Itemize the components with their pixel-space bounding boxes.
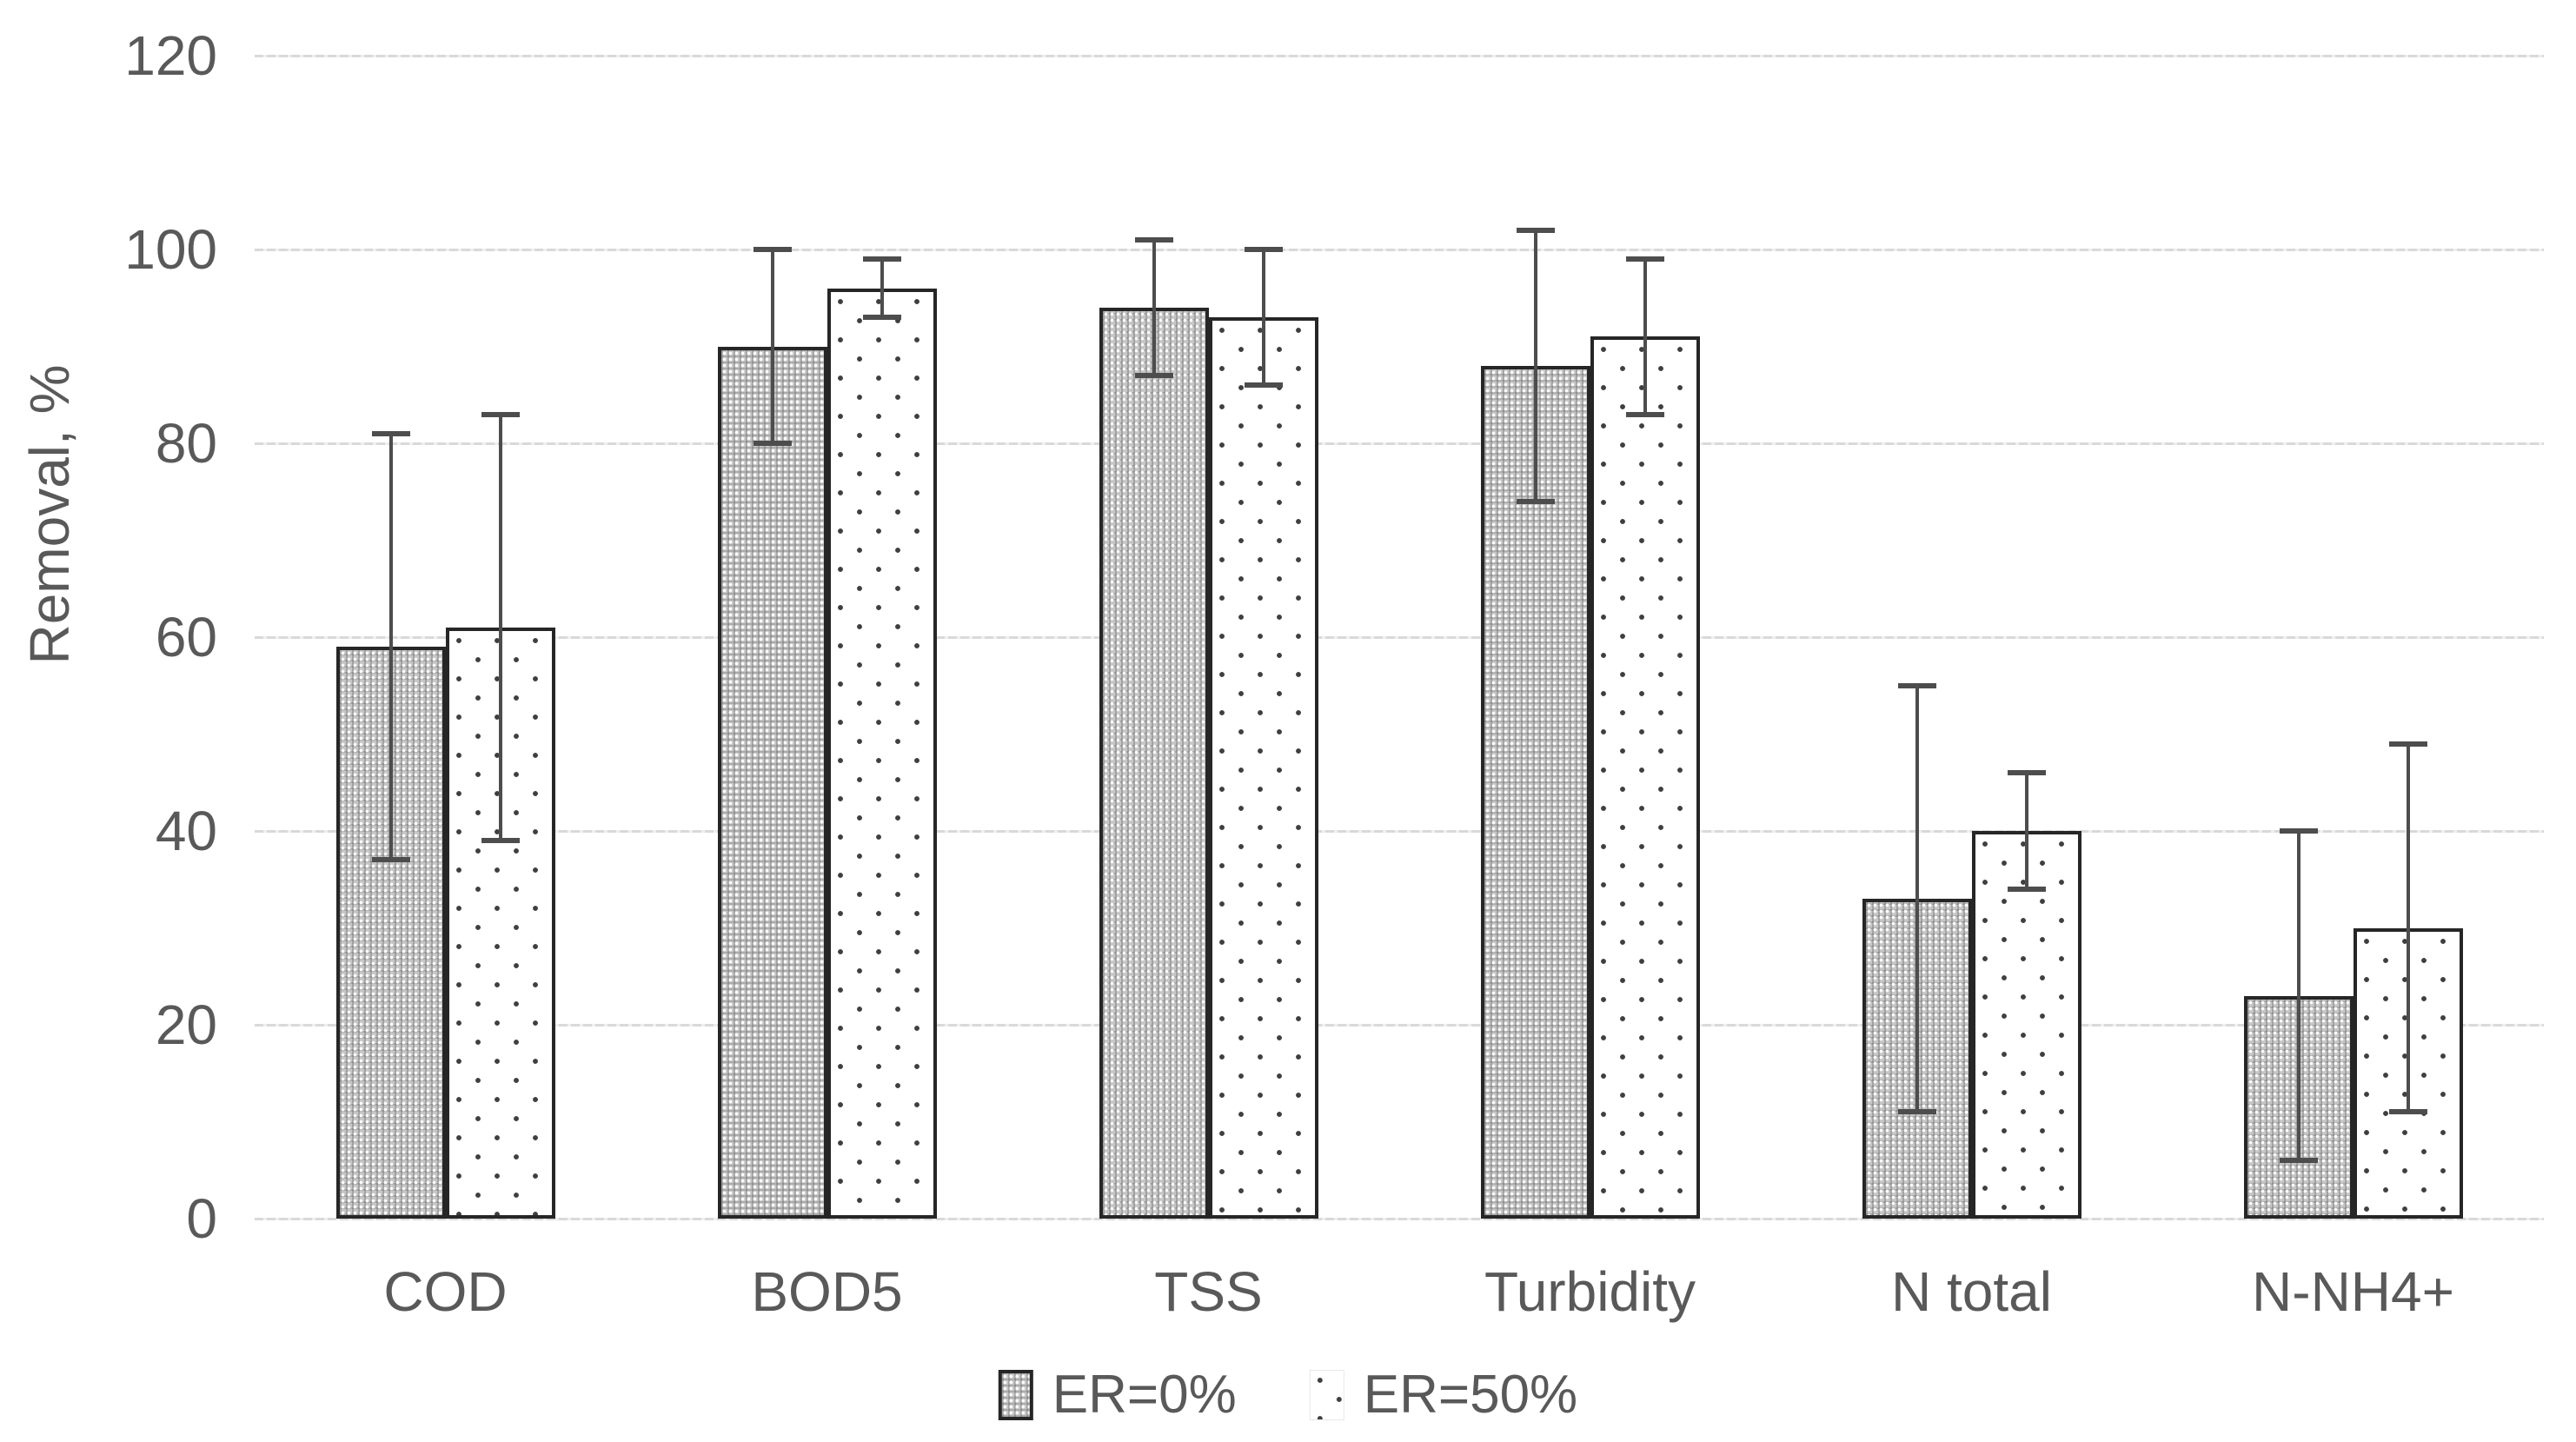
x-category-label-Turbidity: Turbidity xyxy=(1484,1260,1696,1323)
x-category-label-COD: COD xyxy=(383,1260,508,1323)
error-cap-top-ER=50%-N total xyxy=(2007,770,2046,776)
y-tick-label: 60 xyxy=(155,606,217,668)
error-bar-ER=0%-N-NH4+ xyxy=(2296,831,2300,1161)
legend-swatch-gray-weave-icon xyxy=(998,1370,1033,1420)
legend-label: ER=50% xyxy=(1363,1365,1578,1425)
error-bar-ER=0%-BOD5 xyxy=(770,249,774,443)
bar-ER=0%-BOD5 xyxy=(717,346,827,1219)
error-cap-top-ER=50%-N-NH4+ xyxy=(2388,741,2427,747)
y-axis-title: Removal, % xyxy=(18,364,81,665)
bar-ER=50%-Turbidity xyxy=(1590,336,1700,1219)
error-cap-bottom-ER=50%-TSS xyxy=(1244,382,1283,389)
y-tick-label: 20 xyxy=(155,993,217,1056)
error-cap-top-ER=50%-TSS xyxy=(1244,247,1283,252)
gridline-80 xyxy=(255,442,2544,445)
error-cap-bottom-ER=0%-BOD5 xyxy=(753,441,792,446)
y-tick-label: 80 xyxy=(155,412,217,475)
error-cap-bottom-ER=0%-Turbidity xyxy=(1516,498,1555,504)
error-cap-top-ER=0%-BOD5 xyxy=(753,247,792,252)
error-cap-top-ER=0%-N total xyxy=(1897,682,1936,688)
error-cap-bottom-ER=0%-N total xyxy=(1897,1109,1936,1115)
y-tick-label: 40 xyxy=(155,800,217,862)
bar-ER=0%-Turbidity xyxy=(1480,365,1590,1219)
y-tick-label: 120 xyxy=(124,24,217,87)
error-bar-ER=0%-N total xyxy=(1915,685,1919,1113)
error-bar-ER=50%-TSS xyxy=(1261,249,1265,386)
x-category-label-N-NH4+: N-NH4+ xyxy=(2252,1260,2454,1323)
error-bar-ER=0%-TSS xyxy=(1152,239,1156,375)
error-bar-ER=0%-Turbidity xyxy=(1533,229,1537,502)
y-tick-label: 100 xyxy=(124,218,217,281)
y-tick-label: 0 xyxy=(186,1187,217,1250)
gridline-100 xyxy=(255,248,2544,251)
bar-ER=0%-TSS xyxy=(1099,307,1209,1219)
error-cap-bottom-ER=50%-COD xyxy=(481,838,520,844)
error-bar-ER=0%-COD xyxy=(388,433,393,861)
gridline-0 xyxy=(255,1217,2544,1220)
error-cap-top-ER=50%-COD xyxy=(481,411,520,417)
error-cap-top-ER=0%-N-NH4+ xyxy=(2279,828,2318,834)
error-bar-ER=50%-COD xyxy=(498,414,502,841)
legend-item-ER=50%: ER=50% xyxy=(1309,1365,1578,1425)
legend-label: ER=0% xyxy=(1052,1365,1237,1425)
error-cap-bottom-ER=0%-TSS xyxy=(1134,372,1173,378)
error-cap-bottom-ER=0%-N-NH4+ xyxy=(2279,1158,2318,1164)
error-cap-bottom-ER=50%-BOD5 xyxy=(862,315,901,321)
bar-ER=50%-BOD5 xyxy=(827,288,937,1219)
x-category-label-N total: N total xyxy=(1891,1260,2052,1323)
x-category-label-TSS: TSS xyxy=(1154,1260,1263,1323)
error-bar-ER=50%-N total xyxy=(2024,773,2028,889)
bar-ER=50%-N total xyxy=(1971,831,2081,1219)
error-cap-top-ER=0%-TSS xyxy=(1134,236,1173,243)
error-cap-top-ER=0%-Turbidity xyxy=(1516,227,1555,233)
error-cap-bottom-ER=50%-Turbidity xyxy=(1625,411,1664,417)
gridline-120 xyxy=(255,54,2544,57)
gridline-20 xyxy=(255,1023,2544,1027)
gridline-60 xyxy=(255,635,2544,639)
error-cap-top-ER=50%-BOD5 xyxy=(862,256,901,262)
x-category-label-BOD5: BOD5 xyxy=(751,1260,903,1323)
legend-swatch-white-dots-icon xyxy=(1309,1370,1344,1420)
legend-item-ER=0%: ER=0% xyxy=(998,1365,1237,1425)
error-cap-bottom-ER=0%-COD xyxy=(371,857,410,863)
error-cap-top-ER=50%-Turbidity xyxy=(1625,256,1664,262)
bar-ER=50%-TSS xyxy=(1208,317,1318,1219)
error-cap-top-ER=0%-COD xyxy=(371,430,410,436)
error-cap-bottom-ER=50%-N-NH4+ xyxy=(2388,1109,2427,1115)
error-bar-ER=50%-Turbidity xyxy=(1643,259,1647,415)
error-cap-bottom-ER=50%-N total xyxy=(2007,886,2046,892)
error-bar-ER=50%-BOD5 xyxy=(880,259,884,318)
error-bar-ER=50%-N-NH4+ xyxy=(2406,743,2410,1113)
gridline-40 xyxy=(255,829,2544,833)
legend: ER=0% ER=50% xyxy=(998,1365,1578,1425)
